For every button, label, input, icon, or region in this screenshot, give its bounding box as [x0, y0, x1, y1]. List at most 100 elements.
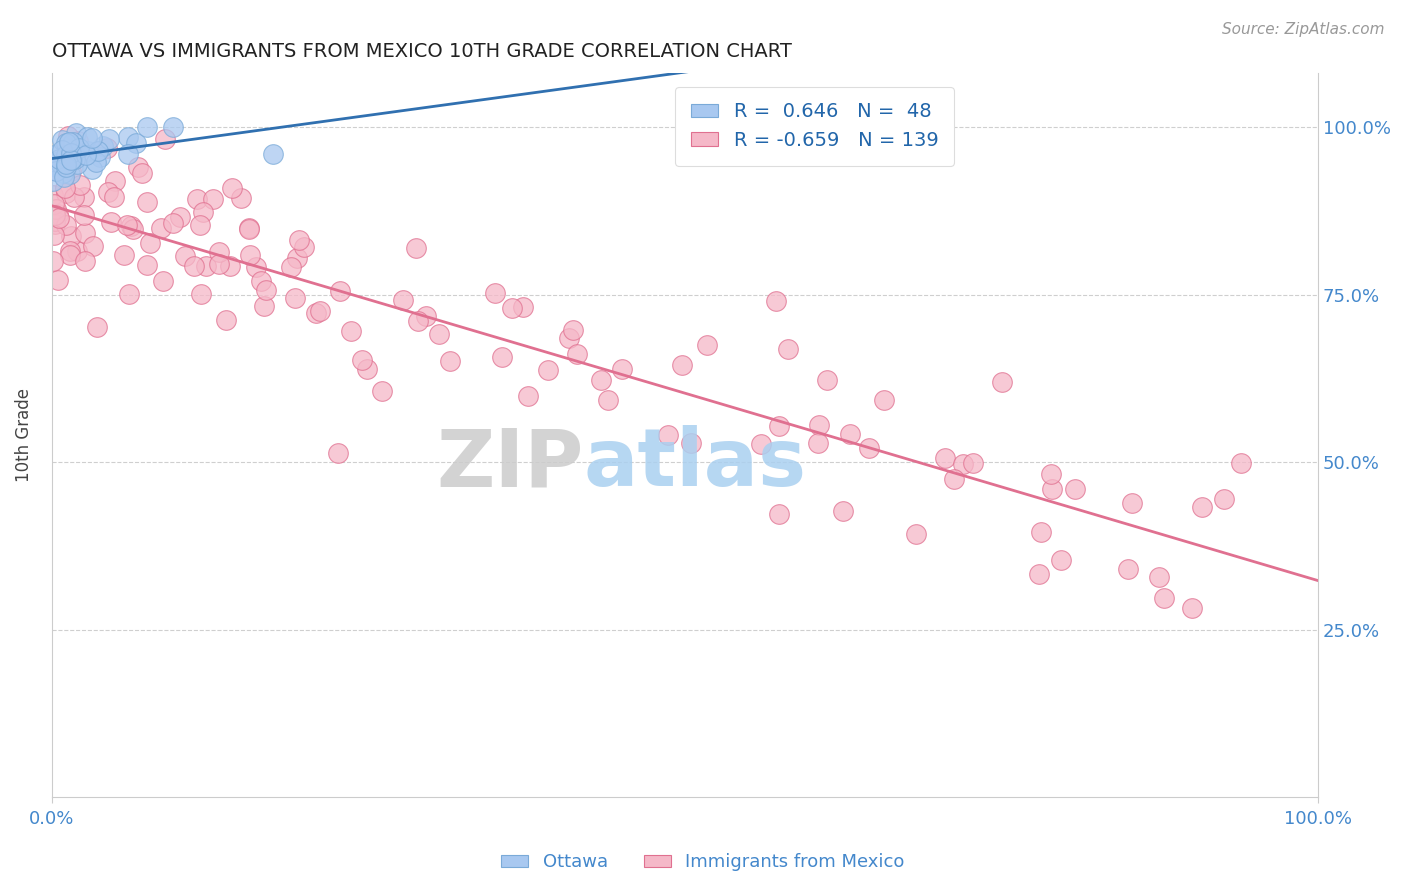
Point: [352, 352, 374, 367]
Point: [125, 136, 148, 150]
Point: [239, 247, 262, 261]
Point: [558, 331, 581, 345]
Point: [501, 301, 523, 315]
Point: [118, 286, 141, 301]
Point: [59, 167, 82, 181]
Point: [59, 137, 82, 152]
Point: [48, 153, 70, 168]
Point: [219, 259, 242, 273]
Point: [42, 160, 65, 174]
Point: [63, 152, 86, 166]
Point: [44, 214, 66, 228]
Point: [679, 435, 702, 450]
Point: [120, 219, 142, 233]
Point: [238, 222, 260, 236]
Point: [280, 260, 302, 274]
Point: [254, 283, 277, 297]
Point: [221, 181, 243, 195]
Point: [89, 150, 111, 164]
Point: [405, 241, 427, 255]
Point: [127, 160, 149, 174]
Point: [56, 129, 79, 144]
Point: [131, 166, 153, 180]
Point: [262, 147, 284, 161]
Point: [1031, 525, 1053, 540]
Point: [284, 291, 307, 305]
Point: [51, 143, 73, 157]
Point: [1153, 591, 1175, 606]
Point: [58, 135, 80, 149]
Point: [1028, 567, 1050, 582]
Point: [82, 239, 104, 253]
Text: atlas: atlas: [583, 425, 807, 503]
Point: [696, 338, 718, 352]
Point: [768, 418, 790, 433]
Point: [135, 120, 157, 134]
Point: [202, 192, 225, 206]
Text: ZIP: ZIP: [436, 425, 583, 503]
Point: [59, 229, 82, 244]
Point: [285, 251, 308, 265]
Point: [44, 148, 66, 162]
Point: [598, 393, 620, 408]
Point: [42, 157, 65, 171]
Point: [512, 300, 534, 314]
Point: [329, 285, 352, 299]
Point: [610, 362, 633, 376]
Point: [149, 220, 172, 235]
Point: [45, 202, 67, 217]
Point: [245, 260, 267, 275]
Point: [59, 145, 82, 160]
Point: [73, 190, 96, 204]
Point: [56, 152, 79, 166]
Point: [567, 347, 589, 361]
Point: [98, 132, 121, 146]
Point: [934, 450, 956, 465]
Point: [326, 446, 349, 460]
Point: [103, 190, 125, 204]
Point: [136, 195, 159, 210]
Point: [807, 418, 830, 433]
Point: [73, 254, 96, 268]
Point: [589, 373, 612, 387]
Point: [1116, 562, 1139, 576]
Point: [80, 131, 103, 145]
Legend: R =  0.646   N =  48, R = -0.659   N = 139: R = 0.646 N = 48, R = -0.659 N = 139: [675, 87, 953, 166]
Point: [55, 163, 77, 178]
Point: [1040, 467, 1063, 482]
Point: [104, 173, 127, 187]
Point: [370, 384, 392, 399]
Point: [76, 130, 98, 145]
Point: [340, 324, 363, 338]
Point: [42, 163, 65, 178]
Point: [138, 235, 160, 250]
Point: [96, 140, 118, 154]
Point: [49, 156, 72, 170]
Point: [562, 323, 585, 337]
Point: [42, 197, 65, 211]
Point: [46, 207, 69, 221]
Point: [292, 240, 315, 254]
Point: [238, 221, 260, 235]
Point: [943, 472, 966, 486]
Point: [1180, 601, 1202, 615]
Point: [100, 215, 122, 229]
Point: [53, 181, 76, 195]
Point: [1050, 553, 1073, 567]
Point: [52, 169, 75, 184]
Point: [121, 222, 143, 236]
Point: [1191, 500, 1213, 514]
Point: [749, 436, 772, 450]
Point: [191, 205, 214, 219]
Point: [287, 233, 309, 247]
Point: [356, 361, 378, 376]
Point: [391, 293, 413, 307]
Point: [69, 148, 91, 162]
Text: OTTAWA VS IMMIGRANTS FROM MEXICO 10TH GRADE CORRELATION CHART: OTTAWA VS IMMIGRANTS FROM MEXICO 10TH GR…: [52, 42, 792, 61]
Point: [65, 126, 87, 140]
Point: [59, 244, 82, 258]
Point: [75, 227, 97, 241]
Point: [831, 504, 853, 518]
Point: [91, 138, 114, 153]
Point: [208, 256, 231, 270]
